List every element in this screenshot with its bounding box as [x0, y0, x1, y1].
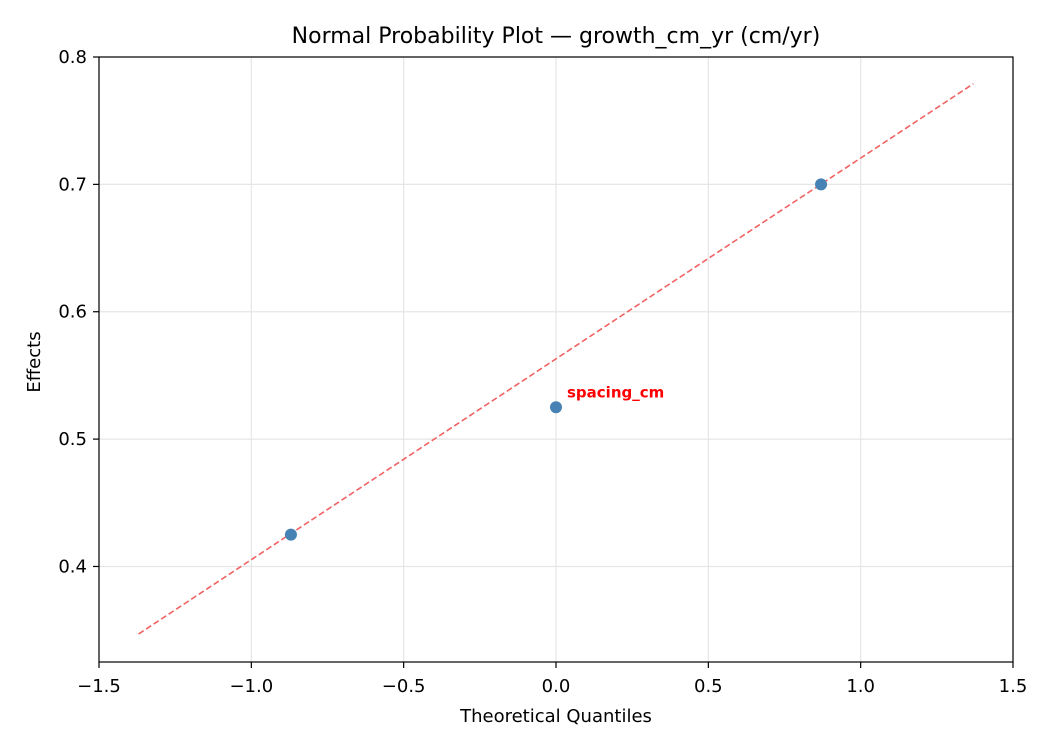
x-tick-label-4: 0.5: [694, 676, 723, 697]
annotations: spacing_cm: [567, 383, 664, 401]
y-tick-label-3: 0.7: [58, 174, 87, 195]
x-axis-ticks: −1.5 −1.0 −0.5 0.0 0.5 1.0 1.5: [77, 662, 1027, 697]
data-point-0: [284, 528, 297, 541]
y-tick-label-0: 0.4: [58, 556, 87, 577]
x-tick-label-1: −1.0: [229, 676, 273, 697]
y-axis-ticks: 0.4 0.5 0.6 0.7 0.8: [58, 47, 99, 577]
reference-line: [138, 83, 974, 635]
y-axis-label: Effects: [24, 331, 45, 392]
y-tick-label-1: 0.5: [58, 429, 87, 450]
x-tick-label-3: 0.0: [542, 676, 571, 697]
point-annotation-0: spacing_cm: [567, 383, 664, 401]
x-tick-label-5: 1.0: [846, 676, 875, 697]
data-point-2: [815, 178, 828, 191]
x-tick-label-2: −0.5: [382, 676, 426, 697]
data-points: [284, 178, 828, 541]
y-tick-label-4: 0.8: [58, 47, 87, 68]
data-point-1: [550, 401, 562, 414]
chart-title: Normal Probability Plot — growth_cm_yr (…: [292, 24, 821, 49]
x-axis-label: Theoretical Quantiles: [459, 706, 652, 727]
y-tick-label-2: 0.6: [58, 302, 87, 323]
x-tick-label-0: −1.5: [77, 676, 121, 697]
x-tick-label-6: 1.5: [999, 676, 1028, 697]
